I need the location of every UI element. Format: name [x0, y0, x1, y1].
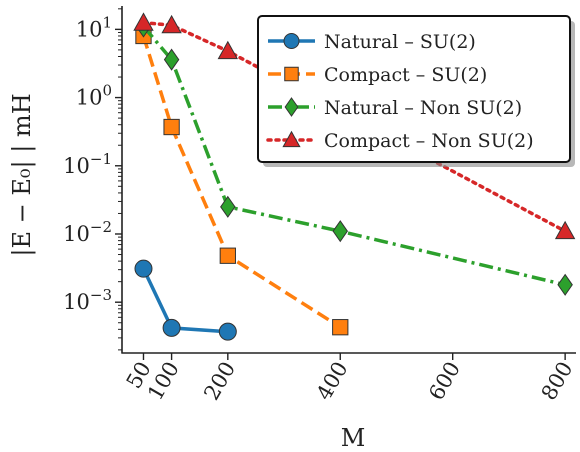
- data-point: [133, 12, 154, 31]
- data-point: [219, 247, 236, 264]
- y-tick-label: 10−2: [63, 218, 112, 246]
- x-tick-label: 200: [199, 358, 240, 405]
- legend: Natural – SU(2) Compact – SU(2) Natural – …: [257, 15, 575, 167]
- y-tick-label: 10−1: [63, 150, 112, 178]
- x-tick-label: 600: [424, 358, 465, 405]
- data-point: [332, 319, 349, 336]
- data-point: [332, 220, 349, 243]
- series-line: [141, 267, 228, 334]
- legend-label: Compact – SU(2): [324, 64, 487, 86]
- data-point: [284, 97, 299, 117]
- data-point: [162, 318, 181, 337]
- x-tick-label: 800: [537, 358, 578, 405]
- data-point: [217, 40, 239, 60]
- data-point: [163, 118, 180, 136]
- y-axis-label: |E − E₀| | mH: [8, 93, 37, 256]
- y-tick-label: 10−3: [63, 286, 112, 314]
- data-point: [554, 220, 576, 240]
- y-tick-label: 101: [76, 13, 112, 41]
- y-tick-label: 100: [76, 82, 112, 110]
- legend-box: [257, 15, 571, 163]
- series-line: [141, 35, 342, 329]
- x-axis-label: M: [341, 424, 366, 452]
- data-point: [161, 14, 182, 34]
- x-tick-label: 400: [312, 358, 353, 405]
- x-tick-label: 100: [143, 358, 184, 405]
- data-point: [218, 322, 237, 341]
- legend-label: Natural – SU(2): [324, 31, 476, 53]
- data-point: [283, 33, 300, 49]
- data-point: [284, 66, 299, 82]
- series: [134, 259, 237, 341]
- data-point: [557, 273, 573, 296]
- legend-label: Compact – Non SU(2): [324, 130, 534, 152]
- data-point: [220, 195, 236, 218]
- data-point: [134, 259, 153, 278]
- data-point: [282, 130, 301, 148]
- legend-label: Natural – Non SU(2): [324, 97, 522, 119]
- data-point: [163, 48, 180, 71]
